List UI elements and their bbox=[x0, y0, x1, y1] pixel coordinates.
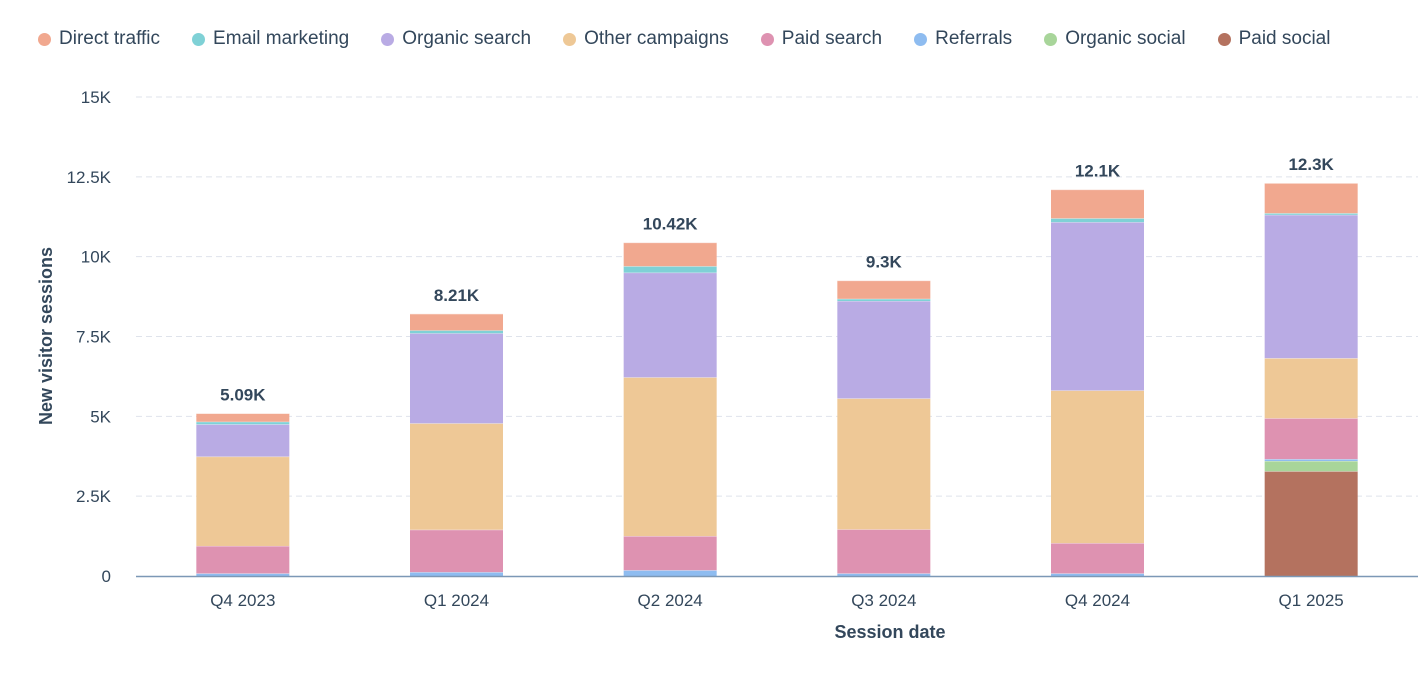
bar-segment-organic-search bbox=[1051, 222, 1144, 391]
x-tick-label: Q4 2023 bbox=[210, 591, 275, 610]
bar-segment-email-marketing bbox=[1264, 213, 1358, 215]
legend-item-direct-traffic[interactable]: Direct traffic bbox=[38, 28, 160, 50]
bar-segment-referrals bbox=[837, 573, 931, 576]
legend-item-paid-social[interactable]: Paid social bbox=[1217, 28, 1331, 50]
bar-segment-direct-traffic bbox=[410, 313, 503, 331]
bar-segment-paid-social bbox=[1264, 471, 1358, 576]
legend-label: Organic social bbox=[1065, 28, 1186, 49]
bar-segment-paid-search bbox=[837, 529, 931, 574]
legend-swatch bbox=[1044, 32, 1058, 46]
legend-swatch bbox=[914, 32, 928, 46]
bar-segment-email-marketing bbox=[410, 330, 503, 334]
legend-item-other-campaigns[interactable]: Other campaigns bbox=[563, 28, 729, 50]
x-tick-label: Q1 2025 bbox=[1279, 591, 1344, 610]
legend-label: Paid social bbox=[1238, 28, 1331, 49]
legend-swatch bbox=[192, 32, 206, 46]
legend-swatch bbox=[563, 32, 577, 46]
bar-segment-referrals bbox=[623, 570, 717, 576]
bar-segment-email-marketing bbox=[837, 298, 931, 302]
bar-segment-other-campaigns bbox=[1264, 358, 1358, 419]
y-axis-title: New visitor sessions bbox=[36, 247, 56, 425]
legend-swatch bbox=[381, 32, 395, 46]
bar-segment-direct-traffic bbox=[1051, 189, 1144, 219]
y-tick-label: 7.5K bbox=[76, 328, 112, 347]
y-tick-label: 5K bbox=[90, 407, 111, 426]
y-tick-label: 2.5K bbox=[76, 487, 112, 506]
bar-segment-paid-search bbox=[410, 529, 503, 573]
bar-segment-email-marketing bbox=[196, 421, 290, 425]
bar-segment-direct-traffic bbox=[196, 413, 290, 422]
bar-segment-direct-traffic bbox=[623, 242, 717, 267]
bar-segment-paid-search bbox=[623, 536, 717, 571]
bar-segment-paid-search bbox=[196, 545, 290, 574]
legend-item-organic-search[interactable]: Organic search bbox=[381, 28, 531, 50]
legend-label: Email marketing bbox=[213, 28, 350, 49]
bar-segment-email-marketing bbox=[623, 266, 717, 273]
legend-swatch bbox=[1217, 32, 1231, 46]
bar-segment-direct-traffic bbox=[1264, 183, 1358, 214]
bar-segment-other-campaigns bbox=[623, 377, 717, 537]
bar-segment-other-campaigns bbox=[196, 456, 290, 546]
x-tick-label: Q3 2024 bbox=[851, 591, 916, 610]
bar-segment-referrals bbox=[1051, 573, 1144, 576]
bar-segment-other-campaigns bbox=[1051, 390, 1144, 544]
legend-item-referrals[interactable]: Referrals bbox=[914, 28, 1012, 50]
y-tick-label: 0 bbox=[102, 567, 111, 586]
x-tick-label: Q4 2024 bbox=[1065, 591, 1130, 610]
legend-item-paid-search[interactable]: Paid search bbox=[760, 28, 883, 50]
legend-label: Referrals bbox=[935, 28, 1013, 49]
legend-label: Other campaigns bbox=[584, 28, 729, 49]
legend-item-organic-social[interactable]: Organic social bbox=[1044, 28, 1186, 50]
bar-segment-organic-search bbox=[623, 272, 717, 378]
bar-segment-referrals bbox=[410, 572, 503, 576]
bar-total-label: 12.1K bbox=[1075, 162, 1121, 181]
y-tick-label: 10K bbox=[81, 248, 112, 267]
bar-segment-email-marketing bbox=[1051, 218, 1144, 223]
bar-segment-organic-search bbox=[837, 301, 931, 399]
bar-total-label: 12.3K bbox=[1288, 155, 1334, 174]
bar-segment-organic-search bbox=[410, 333, 503, 424]
legend-label: Paid search bbox=[781, 28, 883, 49]
bar-segment-referrals bbox=[196, 573, 290, 576]
legend-label: Direct traffic bbox=[59, 28, 161, 49]
x-tick-label: Q2 2024 bbox=[638, 591, 703, 610]
legend-swatch bbox=[760, 32, 774, 46]
bar-segment-referrals bbox=[1264, 459, 1358, 462]
bar-segment-other-campaigns bbox=[837, 398, 931, 530]
bar-total-label: 8.21K bbox=[434, 286, 480, 305]
bar-total-label: 10.42K bbox=[643, 215, 699, 234]
bar-total-label: 9.3K bbox=[866, 253, 903, 272]
bar-total-label: 5.09K bbox=[220, 385, 266, 404]
legend-label: Organic search bbox=[402, 28, 532, 49]
chart-legend: Direct traffic Email marketing Organic sea… bbox=[38, 24, 1406, 54]
y-tick-label: 12.5K bbox=[67, 168, 112, 187]
bar-segment-paid-search bbox=[1051, 543, 1144, 574]
bar-segment-organic-search bbox=[196, 424, 290, 457]
bar-segment-paid-search bbox=[1264, 418, 1358, 460]
x-axis-title: Session date bbox=[834, 622, 945, 642]
legend-swatch bbox=[38, 32, 51, 46]
bar-segment-direct-traffic bbox=[837, 280, 931, 299]
x-tick-label: Q1 2024 bbox=[424, 591, 489, 610]
bar-segment-organic-social bbox=[1264, 461, 1358, 472]
bar-segment-other-campaigns bbox=[410, 423, 503, 530]
legend-item-email-marketing[interactable]: Email marketing bbox=[192, 28, 349, 50]
bar-segment-organic-search bbox=[1264, 214, 1358, 359]
y-tick-label: 15K bbox=[81, 88, 112, 107]
